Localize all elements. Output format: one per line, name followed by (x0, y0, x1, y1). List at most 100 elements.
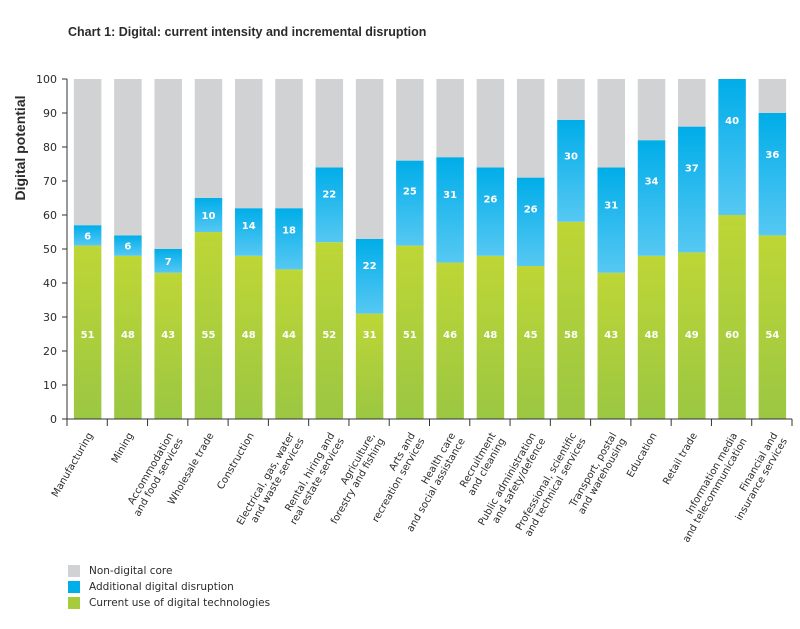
data-label-additional-disruption: 6 (84, 231, 91, 242)
bar-additional-disruption (355, 238, 384, 314)
chart-title: Chart 1: Digital: current intensity and … (68, 25, 427, 39)
bar-current-use (315, 242, 344, 419)
x-tick-label-line: Education (625, 431, 659, 480)
y-tick-label: 90 (43, 107, 57, 120)
bar-additional-disruption (275, 208, 303, 270)
data-label-additional-disruption: 22 (363, 261, 377, 272)
data-label-current-use: 52 (322, 330, 336, 341)
legend-label: Additional digital disruption (89, 581, 234, 593)
bar-additional-disruption (758, 113, 787, 236)
bar-non-digital-core (154, 79, 182, 249)
bar-current-use (516, 266, 545, 419)
data-label-current-use: 44 (282, 330, 296, 341)
bar-non-digital-core (557, 79, 585, 120)
data-label-current-use: 31 (363, 330, 377, 341)
y-tick-label: 20 (43, 345, 57, 358)
data-label-additional-disruption: 26 (524, 205, 538, 216)
data-label-additional-disruption: 14 (242, 221, 256, 232)
bar-current-use (718, 215, 746, 419)
bar-current-use (597, 272, 625, 419)
y-tick-label: 100 (36, 73, 57, 86)
bar-non-digital-core (235, 79, 263, 209)
bar-non-digital-core (597, 79, 625, 168)
bar-current-use (154, 272, 182, 419)
bar-additional-disruption (678, 126, 706, 253)
bar-non-digital-core (73, 79, 102, 226)
bar-non-digital-core (678, 79, 706, 127)
bar-additional-disruption (154, 249, 182, 273)
y-tick-label: 30 (43, 311, 57, 324)
data-label-current-use: 48 (121, 330, 135, 341)
y-tick-label: 50 (43, 243, 57, 256)
bar-non-digital-core (275, 79, 303, 209)
x-tick-label: Retail trade (661, 431, 700, 487)
x-tick-label-line: Retail trade (661, 431, 700, 487)
bar-current-use (275, 269, 303, 419)
legend-label: Current use of digital technologies (89, 597, 271, 609)
bar-current-use (194, 232, 223, 419)
bar-additional-disruption (194, 198, 223, 232)
data-label-current-use: 48 (483, 330, 497, 341)
y-tick-label: 40 (43, 277, 57, 290)
bar-current-use (678, 252, 706, 419)
data-label-current-use: 43 (161, 330, 175, 341)
data-label-additional-disruption: 18 (282, 226, 296, 237)
data-label-current-use: 54 (765, 330, 779, 341)
bar-non-digital-core (516, 79, 545, 178)
bar-current-use (396, 245, 424, 419)
bar-non-digital-core (194, 79, 223, 198)
data-label-additional-disruption: 34 (645, 177, 659, 188)
legend: Non-digital core Additional digital disr… (68, 563, 270, 611)
bar-additional-disruption (73, 225, 102, 246)
data-label-current-use: 51 (403, 330, 417, 341)
data-label-additional-disruption: 40 (725, 116, 739, 127)
y-tick-label: 80 (43, 141, 57, 154)
bar-non-digital-core (114, 79, 142, 236)
bar-non-digital-core (396, 79, 424, 161)
x-tick-label-line: Mining (110, 431, 136, 465)
bar-current-use (114, 255, 142, 419)
data-label-additional-disruption: 31 (604, 200, 618, 211)
bar-current-use (476, 255, 505, 419)
x-tick-label-line: Manufacturing (50, 431, 96, 499)
bar-additional-disruption (718, 79, 746, 215)
bar-additional-disruption (315, 167, 344, 243)
data-label-current-use: 55 (202, 330, 216, 341)
data-label-current-use: 43 (604, 330, 618, 341)
data-label-additional-disruption: 22 (322, 190, 336, 201)
bar-additional-disruption (637, 140, 666, 256)
data-label-additional-disruption: 7 (165, 257, 172, 268)
data-label-current-use: 51 (81, 330, 95, 341)
bar-current-use (73, 245, 102, 419)
bar-additional-disruption (597, 167, 625, 273)
data-label-additional-disruption: 37 (685, 163, 699, 174)
data-label-current-use: 58 (564, 330, 578, 341)
bar-current-use (355, 313, 384, 419)
data-label-current-use: 60 (725, 330, 739, 341)
bar-current-use (758, 235, 787, 419)
bar-additional-disruption (476, 167, 505, 256)
data-label-additional-disruption: 36 (765, 150, 779, 161)
bar-non-digital-core (315, 79, 344, 168)
x-tick-label: Mining (110, 431, 136, 465)
bar-current-use (557, 221, 585, 419)
data-label-additional-disruption: 31 (443, 190, 457, 201)
data-label-current-use: 48 (645, 330, 659, 341)
data-label-additional-disruption: 26 (483, 194, 497, 205)
data-label-additional-disruption: 30 (564, 152, 578, 163)
y-tick-label: 0 (50, 413, 57, 426)
bar-current-use (235, 255, 263, 419)
legend-item-additional-digital-disruption: Additional digital disruption (68, 579, 270, 595)
x-tick-label: Construction (215, 431, 256, 492)
data-label-current-use: 45 (524, 330, 538, 341)
legend-label: Non-digital core (89, 565, 173, 577)
legend-swatch (68, 565, 80, 577)
data-label-current-use: 48 (242, 330, 256, 341)
x-tick-label: Education (625, 431, 659, 480)
bar-additional-disruption (114, 235, 142, 256)
bar-non-digital-core (436, 79, 464, 158)
data-label-additional-disruption: 25 (403, 186, 417, 197)
data-label-current-use: 46 (443, 330, 457, 341)
bar-current-use (436, 262, 464, 419)
